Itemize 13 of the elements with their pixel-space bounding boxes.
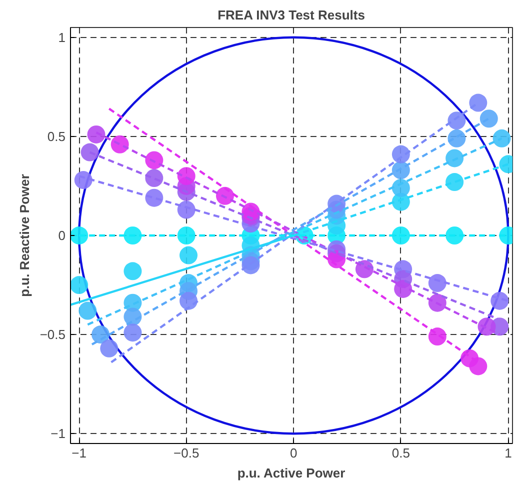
- y-tick-label: −0.5: [40, 327, 66, 342]
- y-axis-title: p.u. Reactive Power: [16, 174, 32, 297]
- x-tick-label: 0: [290, 446, 298, 460]
- y-tick-label: 0: [58, 228, 66, 243]
- y-tick-label: 0.5: [47, 128, 66, 144]
- y-tick-label: −1: [50, 426, 66, 442]
- chart-title: FREA INV3 Test Results: [218, 8, 365, 22]
- x-tick-label: −0.5: [174, 446, 200, 460]
- x-tick-label: 0.5: [392, 446, 410, 460]
- x-tick-label: −1: [72, 446, 86, 460]
- y-tick-label: 1: [58, 30, 66, 45]
- x-axis-title: p.u. Active Power: [237, 466, 346, 480]
- x-tick-label: 1: [504, 446, 512, 460]
